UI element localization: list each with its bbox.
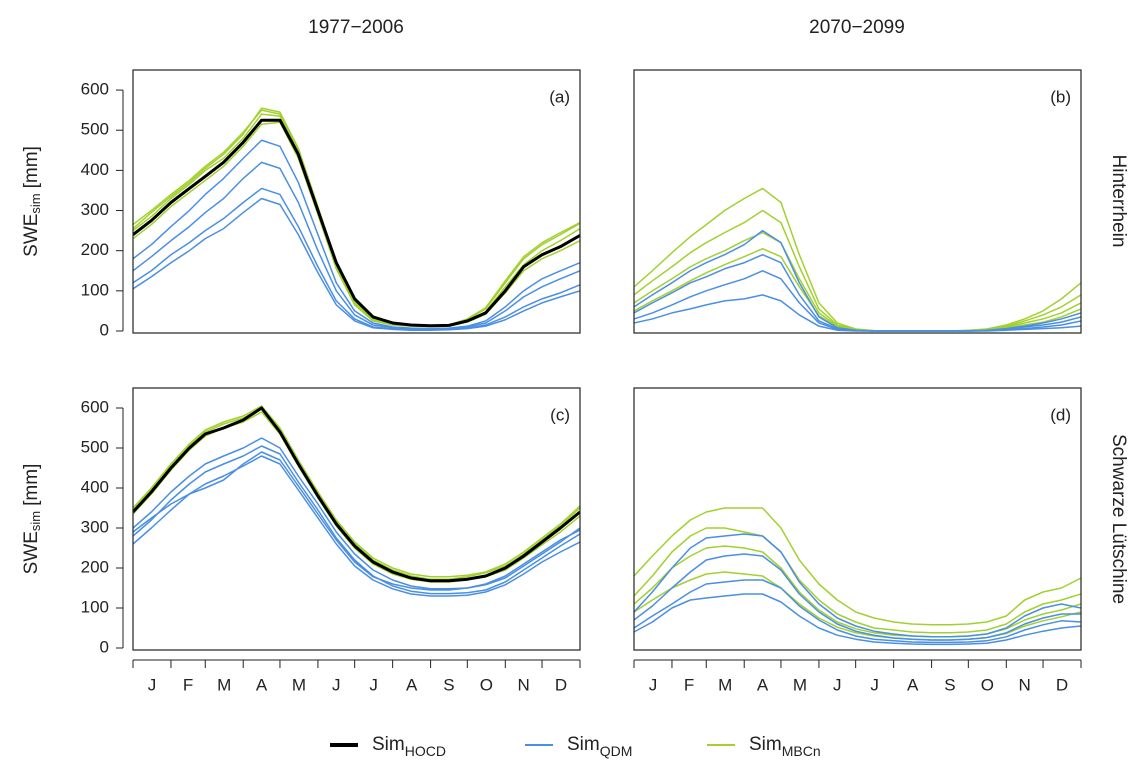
y-tick-label: 200 <box>81 240 109 259</box>
legend-label: SimQDM <box>567 734 632 759</box>
series-line <box>634 231 1081 332</box>
y-label-main: SWE <box>21 531 42 574</box>
series-line <box>634 507 1081 626</box>
series-line <box>634 527 1081 634</box>
x-tick-label: S <box>944 675 955 694</box>
x-tick-label: M <box>793 675 807 694</box>
series-line <box>133 437 580 590</box>
series-line <box>133 118 580 328</box>
x-tick-label: J <box>833 675 842 694</box>
plot-area <box>634 187 1081 332</box>
y-tick-label: 200 <box>81 557 109 576</box>
y-tick-label: 100 <box>81 280 109 299</box>
legend-text: Sim <box>567 734 600 755</box>
series-line <box>133 113 580 327</box>
plot-frame <box>132 69 581 334</box>
row-title: Schwarze Lütschine <box>1108 434 1129 604</box>
legend-text: Sim <box>372 734 405 755</box>
y-tick-label: 400 <box>81 160 109 179</box>
panel-label: (c) <box>550 405 570 424</box>
x-tick-label: A <box>757 675 769 694</box>
x-tick-label: A <box>256 675 268 694</box>
y-axis-label: SWEsim [mm] <box>21 146 43 257</box>
y-label-unit: [mm] <box>21 146 42 188</box>
series-line <box>133 121 580 328</box>
plot-frame <box>633 387 1082 651</box>
y-tick-label: 300 <box>81 517 109 536</box>
panel-label: (b) <box>1050 87 1071 106</box>
y-label-main: SWE <box>21 214 42 257</box>
x-tick-label: N <box>1019 675 1031 694</box>
y-tick-label: 100 <box>81 597 109 616</box>
series-line <box>133 405 580 578</box>
series-line <box>133 451 580 591</box>
series-line <box>634 571 1081 641</box>
x-tick-label: F <box>183 675 193 694</box>
x-tick-label: J <box>148 675 157 694</box>
x-tick-label: F <box>684 675 694 694</box>
x-tick-label: J <box>332 675 341 694</box>
series-line <box>634 545 1081 638</box>
series-line <box>133 445 580 595</box>
x-tick-label: D <box>1056 675 1068 694</box>
x-tick-label: J <box>870 675 879 694</box>
series-line <box>634 187 1081 332</box>
plot-area <box>133 107 580 331</box>
y-tick-label: 0 <box>100 320 109 339</box>
column-title: 1977−2006 <box>308 17 404 38</box>
y-tick-label: 600 <box>81 80 109 99</box>
y-tick-label: 0 <box>100 637 109 656</box>
x-tick-label: M <box>718 675 732 694</box>
y-axis-label: SWEsim [mm] <box>21 464 43 575</box>
x-tick-label: S <box>443 675 454 694</box>
x-tick-label: A <box>907 675 919 694</box>
column-title: 2070−2099 <box>809 17 905 38</box>
series-line <box>133 197 580 331</box>
series-line <box>133 109 580 327</box>
legend-label: SimMBCn <box>749 734 821 759</box>
series-line <box>133 187 580 331</box>
series-line <box>634 294 1081 332</box>
x-tick-label: M <box>217 675 231 694</box>
x-tick-label: O <box>480 675 493 694</box>
plot-frame <box>633 69 1082 334</box>
y-tick-label: 500 <box>81 120 109 139</box>
series-line <box>133 161 580 330</box>
legend-text: Sim <box>749 734 782 755</box>
legend-sub: MBCn <box>782 743 821 759</box>
y-label-sub: sim <box>28 511 43 531</box>
series-line <box>133 139 580 330</box>
legend-sub: HOCD <box>405 743 446 759</box>
legend-label: SimHOCD <box>372 734 446 759</box>
series-line <box>133 411 580 583</box>
panel-label: (a) <box>549 87 570 106</box>
x-tick-label: M <box>292 675 306 694</box>
y-tick-label: 600 <box>81 397 109 416</box>
x-tick-label: O <box>981 675 994 694</box>
x-tick-label: D <box>555 675 567 694</box>
x-tick-label: A <box>406 675 418 694</box>
plot-frame <box>132 387 581 651</box>
x-tick-label: J <box>369 675 378 694</box>
x-tick-label: N <box>518 675 530 694</box>
series-line <box>634 553 1081 641</box>
series-line <box>634 593 1081 646</box>
y-tick-label: 500 <box>81 437 109 456</box>
x-tick-label: J <box>649 675 658 694</box>
series-line <box>634 533 1081 638</box>
plot-area <box>634 507 1081 646</box>
y-tick-label: 400 <box>81 477 109 496</box>
series-line <box>634 579 1081 644</box>
y-label-unit: [mm] <box>21 464 42 506</box>
plot-area <box>133 405 580 597</box>
legend-sub: QDM <box>600 743 633 759</box>
y-tick-label: 300 <box>81 200 109 219</box>
series-line <box>133 406 580 583</box>
series-line <box>133 455 580 597</box>
y-label-sub: sim <box>28 193 43 213</box>
row-title: Hinterrhein <box>1108 155 1129 248</box>
panel-label: (d) <box>1050 405 1071 424</box>
